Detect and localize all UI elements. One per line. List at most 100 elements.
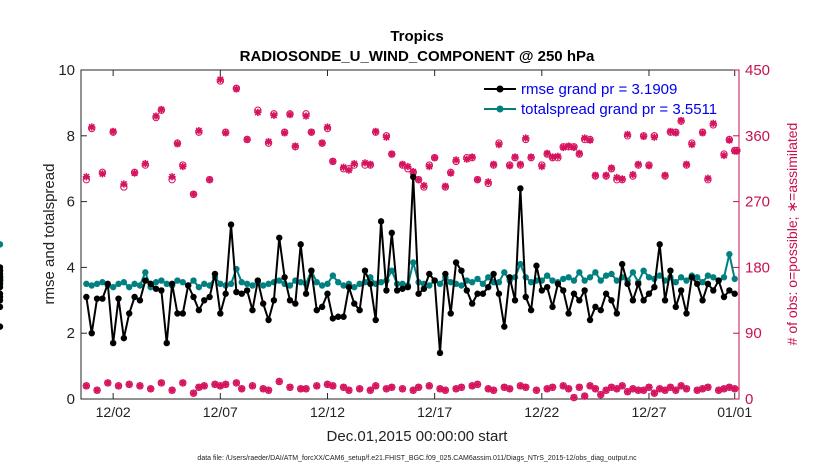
rmse-point [399,285,406,292]
chart-subtitle: RADIOSONDE_U_WIND_COMPONENT @ 250 hPa [240,48,595,65]
obs-assimilated-low-point [559,382,567,390]
obs-assim-stroke [436,385,444,393]
obs-assim-stroke [733,147,741,155]
rmse-point [0,303,4,311]
totalspread-point [351,283,358,291]
y-tick-label-right: 450 [745,62,770,79]
rmse-point [543,283,551,291]
rmse-point [88,330,95,337]
obs-assimilated-low-point [147,385,155,393]
obs-assim-stroke [302,385,310,393]
obs-assim-stroke [313,382,321,390]
rmse-point [99,295,106,302]
obs-assim-stroke [442,386,449,394]
obs-assim-stroke [243,136,251,143]
obs-assim-stroke [351,160,358,167]
obs-assimilated-point [120,180,128,188]
obs-assim-stroke [297,385,304,393]
obs-assim-stroke [426,163,433,170]
rmse-point [163,339,170,347]
obs-assimilated-point [350,159,358,168]
obs-assim-stroke [426,382,433,390]
obs-assimilated-low-point [441,386,449,394]
obs-assimilated-point [141,159,149,168]
obs-assim-stroke [190,389,197,397]
obs-assim-stroke [602,172,610,179]
totalspread-point [152,279,160,286]
rmse-point [613,310,621,317]
rmse-point [726,287,733,294]
rmse-point [710,287,717,294]
obs-assimilated-low-point [345,386,353,394]
rmse-point [404,283,412,291]
totalspread-point [217,280,224,288]
rmse-point [179,310,187,317]
obs-assimilated-low-point [618,382,626,390]
obs-assim-stroke [83,173,90,181]
rmse-point [447,310,454,317]
obs-assim-stroke [152,112,160,120]
totalspread-point [115,280,122,288]
totalspread-point [136,282,144,289]
obs-assimilated-point [189,190,198,198]
obs-assimilated-point [286,110,294,119]
obs-assim-stroke [195,127,203,134]
rmse-point [576,297,583,304]
obs-assim-stroke [222,129,229,137]
rmse-point [533,262,540,269]
obs-assimilated-point [243,135,251,144]
obs-assim-stroke [517,161,524,168]
rmse-point [372,316,379,324]
obs-assimilated-low-point [623,388,632,396]
obs-assimilated-point [495,140,503,149]
obs-assimilated-low-point [398,385,407,393]
obs-assimilated-point [602,171,610,179]
obs-assimilated-point [468,153,476,161]
obs-assimilated-point [168,173,176,181]
totalspread-point [683,277,690,284]
obs-assimilated-point [661,171,669,179]
obs-assimilated-low-point [650,389,658,397]
obs-assimilated-point [634,160,642,168]
obs-assimilated-point [489,160,498,168]
obs-assimilated-point [575,149,583,157]
obs-assim-stroke [618,175,626,183]
rmse-point [731,290,738,297]
obs-assimilated-low-point [506,385,514,393]
totalspread-point [318,282,326,289]
obs-assim-stroke [533,386,540,394]
totalspread-point [586,274,594,281]
obs-assim-stroke [597,391,605,398]
legend: rmse grand pr = 3.1909 totalspread grand… [480,77,729,118]
obs-assimilated-point [264,138,273,146]
obs-assim-stroke [602,386,610,394]
obs-assimilated-point [623,130,632,138]
rmse-point [629,297,637,304]
obs-assimilated-point [682,160,691,168]
obs-assim-stroke [640,133,647,140]
obs-assim-stroke [409,386,417,394]
rmse-point [688,274,696,281]
totalspread-point [120,279,128,286]
obs-assimilated-point [291,142,299,150]
obs-assimilated-point [607,164,616,172]
rmse-point [608,297,615,304]
obs-assimilated-point [511,153,519,161]
obs-assim-stroke [661,172,669,179]
obs-assimilated-low-point [634,386,642,394]
obs-assimilated-point [329,157,337,165]
obs-assimilated-low-point [640,386,648,394]
rmse-point [0,274,4,281]
rmse-point [249,306,256,314]
obs-assim-stroke [318,139,326,147]
y-tick-label-right: 0 [745,391,753,408]
rmse-point [324,290,331,297]
obs-assimilated-low-point [682,385,691,393]
obs-assimilated-low-point [586,382,594,390]
obs-assim-stroke [634,161,642,168]
obs-assim-stroke [501,384,508,391]
obs-assim-stroke [506,162,513,170]
y-tick-label-left: 2 [67,325,75,342]
obs-assimilated-point [677,116,685,125]
obs-assimilated-point [205,176,214,184]
